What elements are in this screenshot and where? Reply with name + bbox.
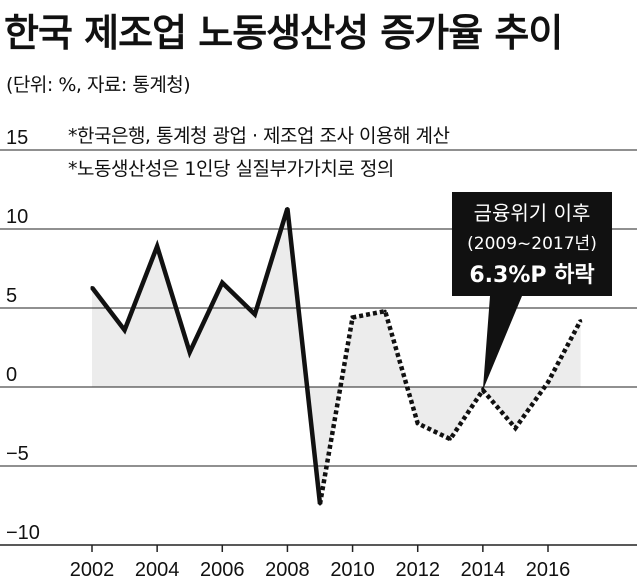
data-point xyxy=(253,312,257,316)
chart-note: *한국은행, 통계청 광업 · 제조업 조사 이용해 계산 xyxy=(68,125,449,147)
chart-subtitle: (단위: %, 자료: 통계청) xyxy=(6,74,191,96)
data-point xyxy=(383,309,387,313)
x-tick-label: 2008 xyxy=(265,559,310,581)
x-tick-label: 2016 xyxy=(526,559,571,581)
data-point xyxy=(155,244,159,248)
y-tick-label: 0 xyxy=(6,364,17,386)
data-point xyxy=(90,285,94,289)
x-tick-label: 2014 xyxy=(461,559,506,581)
y-tick-label: −10 xyxy=(6,522,40,544)
x-tick-label: 2010 xyxy=(330,559,375,581)
series-line-dotted xyxy=(317,308,583,505)
callout-text: 금융위기 이후 xyxy=(474,201,591,225)
y-tick-label: 15 xyxy=(6,127,28,149)
data-point xyxy=(546,380,550,384)
x-tick-label: 2006 xyxy=(200,559,245,581)
callout-box xyxy=(452,192,612,391)
x-tick-label: 2012 xyxy=(395,559,440,581)
data-point xyxy=(123,328,127,332)
data-point xyxy=(285,206,289,210)
data-point xyxy=(318,502,322,506)
data-point xyxy=(220,281,224,285)
y-tick-label: 5 xyxy=(6,285,17,307)
y-tick-label: 10 xyxy=(6,206,28,228)
x-tick-label: 2002 xyxy=(70,559,115,581)
data-point xyxy=(513,426,517,430)
callout-text: 6.3%P 하락 xyxy=(469,263,594,288)
callout-text: (2009~2017년) xyxy=(467,234,597,254)
series-line-solid xyxy=(90,207,323,505)
chart-note: *노동생산성은 1인당 실질부가가치로 정의 xyxy=(68,158,394,180)
data-point xyxy=(448,437,452,441)
data-point xyxy=(579,319,583,323)
x-tick-label: 2004 xyxy=(135,559,180,581)
data-point xyxy=(351,315,355,319)
data-point xyxy=(416,421,420,425)
y-tick-label: −5 xyxy=(6,443,29,465)
data-point xyxy=(188,350,192,354)
chart-title: 한국 제조업 노동생산성 증가율 추이 xyxy=(4,11,563,55)
